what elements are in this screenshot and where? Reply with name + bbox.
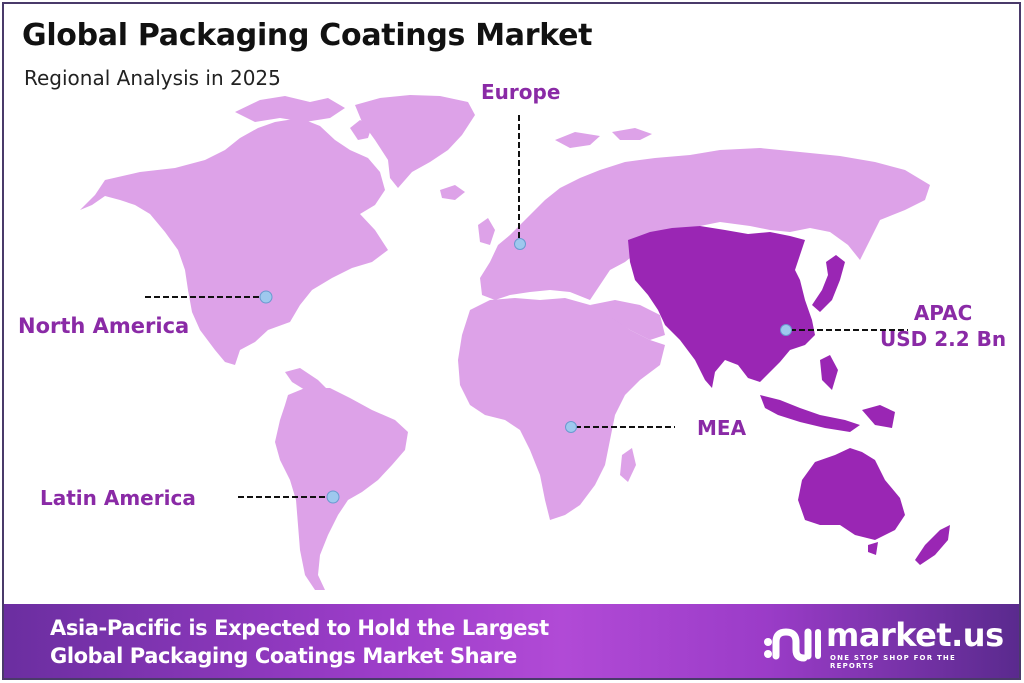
latin-america-marker-icon (326, 490, 340, 504)
europe-marker-icon (514, 238, 526, 250)
label-europe: Europe (481, 80, 561, 104)
banner-line-1: Asia-Pacific is Expected to Hold the Lar… (50, 616, 549, 640)
north-america-marker-icon (259, 290, 273, 304)
footer-banner: Asia-Pacific is Expected to Hold the Lar… (4, 604, 1019, 678)
logo-tagline: ONE STOP SHOP FOR THE REPORTS (830, 654, 956, 670)
market-us-logo-icon (764, 628, 821, 662)
market-us-logo: market.us ONE STOP SHOP FOR THE REPORTS (762, 616, 1004, 670)
logo-name: market.us (826, 616, 1004, 654)
page-title: Global Packaging Coatings Market (22, 18, 593, 53)
connectors (145, 115, 908, 498)
region-north-america (80, 96, 388, 398)
banner-line-2: Global Packaging Coatings Market Share (50, 644, 517, 668)
region-greenland (355, 95, 475, 200)
apac-market-value: USD 2.2 Bn (880, 327, 1007, 351)
region-mea (458, 298, 665, 520)
region-latin-america (275, 388, 408, 590)
label-apac: APAC USD 2.2 Bn (880, 300, 1006, 352)
apac-marker-icon (780, 324, 792, 336)
markers (259, 238, 792, 504)
label-latin-america: Latin America (40, 486, 196, 510)
region-europe (478, 128, 930, 300)
apac-region-name: APAC (913, 301, 973, 325)
label-mea: MEA (697, 416, 747, 440)
banner-text: Asia-Pacific is Expected to Hold the Lar… (50, 614, 549, 670)
region-apac (628, 226, 950, 565)
label-north-america: North America (18, 314, 190, 338)
page-subtitle: Regional Analysis in 2025 (24, 66, 281, 90)
mea-marker-icon (565, 421, 577, 433)
